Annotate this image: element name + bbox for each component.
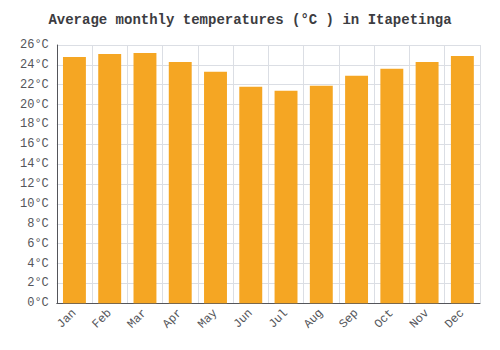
svg-text:Jun: Jun (231, 306, 256, 331)
svg-text:12°C: 12°C (20, 177, 49, 191)
svg-text:Mar: Mar (125, 306, 150, 331)
svg-text:Nov: Nov (407, 306, 432, 331)
svg-text:18°C: 18°C (20, 117, 49, 131)
svg-text:8°C: 8°C (27, 217, 49, 231)
svg-text:Dec: Dec (442, 306, 467, 331)
svg-text:Jul: Jul (266, 306, 291, 331)
svg-text:May: May (195, 306, 220, 331)
svg-text:Jan: Jan (54, 306, 79, 331)
svg-text:Feb: Feb (89, 306, 114, 331)
svg-text:24°C: 24°C (20, 58, 49, 72)
svg-text:16°C: 16°C (20, 137, 49, 151)
svg-text:6°C: 6°C (27, 237, 49, 251)
svg-text:Average monthly temperatures (: Average monthly temperatures (°C ) in It… (48, 12, 452, 28)
svg-text:4°C: 4°C (27, 257, 49, 271)
svg-text:22°C: 22°C (20, 78, 49, 92)
svg-text:10°C: 10°C (20, 197, 49, 211)
svg-text:20°C: 20°C (20, 98, 49, 112)
svg-text:26°C: 26°C (20, 38, 49, 52)
svg-text:Sep: Sep (336, 306, 361, 331)
svg-text:14°C: 14°C (20, 157, 49, 171)
svg-text:0°C: 0°C (27, 296, 49, 310)
svg-text:2°C: 2°C (27, 276, 49, 290)
svg-text:Aug: Aug (301, 306, 326, 331)
svg-text:Oct: Oct (372, 306, 397, 331)
svg-text:Apr: Apr (160, 306, 185, 331)
